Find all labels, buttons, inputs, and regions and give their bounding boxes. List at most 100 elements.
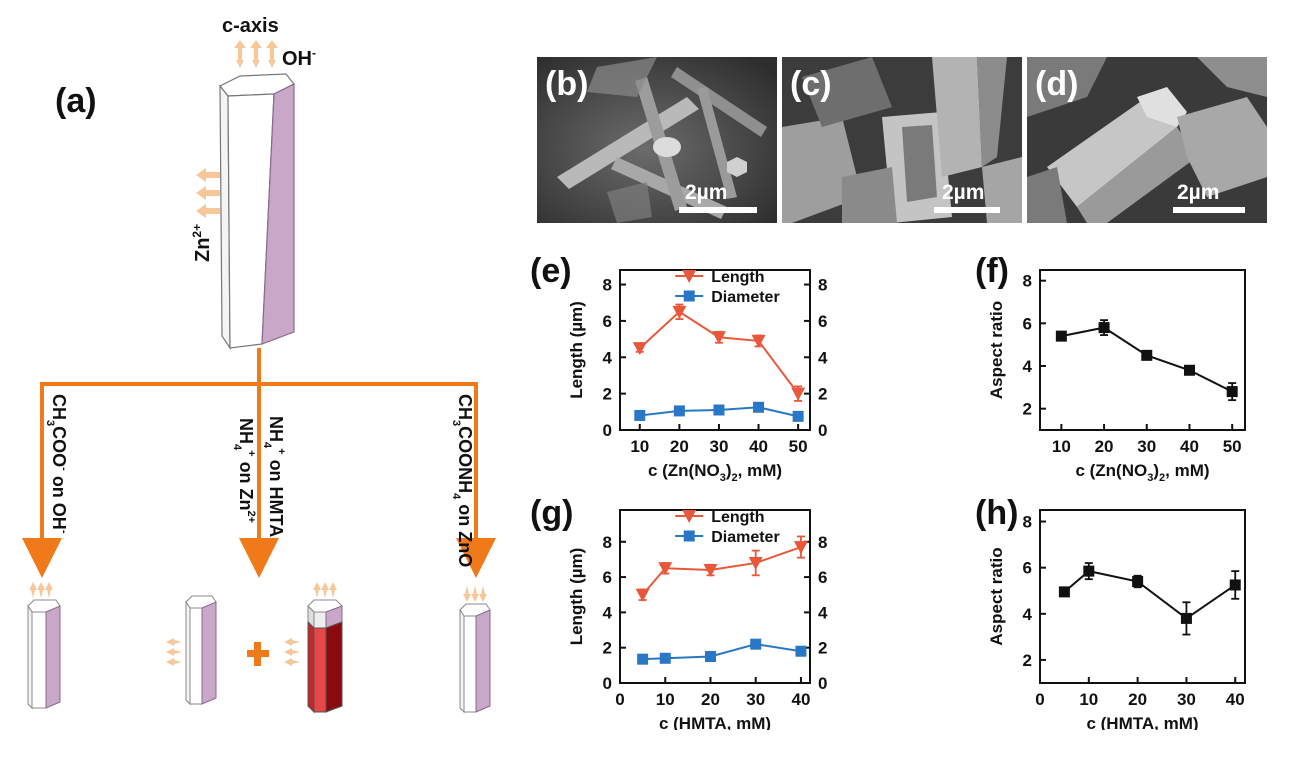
data-point (711, 331, 726, 345)
chart-h: (h) 0 10 20 30 40 2 4 6 8 c (HMTA, mM) Aspect rati… (975, 494, 1246, 730)
data-point (753, 401, 765, 413)
branch-label-acetate-ammonium: CH3COONH4 on ZnO (450, 394, 475, 567)
y-tick-label: 6 (1023, 314, 1032, 333)
legend-label: Diameter (711, 529, 779, 546)
x-axis-label-part: 2 (1159, 472, 1165, 484)
branch-label-nh4-zn: NH4+ on Zn2+ (231, 418, 257, 523)
y2-tick-label: 6 (818, 568, 827, 587)
data-point (1132, 576, 1144, 588)
x-axis-label-part: 2 (732, 472, 738, 484)
data-point (672, 305, 687, 319)
y2-tick-label: 8 (818, 276, 827, 295)
y2-tick-label: 2 (818, 385, 827, 404)
x-tick-label: 40 (1180, 437, 1199, 456)
y-tick-label: 4 (1023, 357, 1033, 376)
oh-label: OH- (282, 46, 316, 70)
rod-nh4-zn (166, 595, 217, 706)
main-rod (219, 73, 295, 351)
branch-arrows (22, 348, 496, 578)
panel-label-h: (h) (975, 494, 1018, 532)
x-tick-label: 20 (1128, 690, 1147, 709)
c-axis-label: c-axis (222, 15, 279, 37)
panel-label-a: (a) (55, 82, 97, 120)
data-point (795, 645, 807, 657)
data-point (658, 562, 673, 576)
data-point (704, 651, 716, 663)
series-line (1063, 570, 1236, 620)
data-point (1141, 349, 1153, 361)
x-tick-label: 30 (1177, 690, 1196, 709)
data-point (1083, 565, 1095, 577)
branch-label-acetate: CH3COO- on OH- (44, 394, 70, 534)
x-tick-label: 0 (1035, 690, 1044, 709)
branch-label-nh4-hmta: NH4+ on HMTA (261, 416, 287, 537)
data-point (791, 387, 806, 401)
plot-frame (619, 269, 811, 431)
x-axis-label-part: c (Zn(NO (1075, 461, 1147, 480)
x-axis-label-part: ) (726, 461, 732, 480)
data-point (1058, 586, 1070, 598)
x-tick-label: 50 (1223, 437, 1242, 456)
y-tick-label: 2 (603, 385, 612, 404)
sem-image-b: (b) 2µm (537, 57, 777, 223)
x-axis-label-part: c (Zn(NO (648, 461, 720, 480)
x-tick-label: 40 (1226, 690, 1245, 709)
x-axis-label: c (Zn(NO3)2, mM) (1075, 461, 1209, 484)
data-point (673, 405, 685, 417)
data-point (792, 410, 804, 422)
zn-label: Zn2+ (190, 224, 214, 262)
x-tick-label: 40 (749, 437, 768, 456)
y2-tick-label: 6 (818, 312, 827, 331)
data-point (659, 652, 671, 664)
chart-g: (g) 0 10 20 30 40 0 2 4 6 8 0 2 4 6 8 c (HMTA, mM) Lengt… (530, 494, 828, 730)
sem-label-c: (c) (790, 65, 832, 103)
y-tick-label: 6 (603, 568, 612, 587)
data-point (713, 404, 725, 416)
x-tick-label: 30 (746, 690, 765, 709)
legend-swatch-marker (683, 530, 695, 542)
x-axis-label: c (HMTA, mM) (659, 714, 771, 730)
x-tick-label: 20 (701, 690, 720, 709)
data-point (748, 556, 763, 570)
y2-tick-label: 0 (818, 421, 827, 440)
plot-frame (619, 509, 811, 684)
data-point (1180, 612, 1192, 624)
y2-tick-label: 4 (818, 603, 828, 622)
data-point (1226, 386, 1238, 398)
x-tick-label: 10 (1052, 437, 1071, 456)
y-tick-label: 4 (1023, 605, 1033, 624)
x-tick-label: 10 (1079, 690, 1098, 709)
y-tick-label: 8 (1023, 272, 1032, 291)
x-tick-label: 10 (656, 690, 675, 709)
top-flux-arrows (234, 40, 278, 68)
sem-image-d: (d) 2µm (1027, 57, 1267, 223)
x-tick-label: 50 (789, 437, 808, 456)
data-point (635, 588, 650, 602)
x-tick-label: 10 (630, 437, 649, 456)
y-tick-label: 6 (1023, 559, 1032, 578)
x-axis-label-part: 3 (1147, 472, 1153, 484)
y-axis-label: Length (µm) (567, 301, 586, 399)
plot-frame (1039, 509, 1246, 684)
y-tick-label: 4 (603, 603, 613, 622)
data-point (632, 342, 647, 356)
x-tick-label: 40 (791, 690, 810, 709)
data-point (1183, 364, 1195, 376)
legend-swatch-marker (683, 290, 695, 302)
y2-tick-label: 4 (818, 348, 828, 367)
scale-bar-b (679, 207, 757, 213)
x-tick-label: 20 (1095, 437, 1114, 456)
y-tick-label: 2 (1023, 400, 1032, 419)
scale-bar-text-b: 2µm (685, 181, 728, 204)
y-tick-label: 8 (1023, 513, 1032, 532)
y2-tick-label: 0 (818, 674, 827, 693)
x-tick-label: 30 (1137, 437, 1156, 456)
x-axis-label-part: , mM) (1165, 461, 1209, 480)
x-tick-label: 20 (670, 437, 689, 456)
scale-bar-c (934, 207, 1000, 213)
x-axis-label: c (Zn(NO3)2, mM) (648, 461, 782, 484)
y-tick-label: 8 (603, 533, 612, 552)
x-axis-label-part: , mM) (738, 461, 782, 480)
